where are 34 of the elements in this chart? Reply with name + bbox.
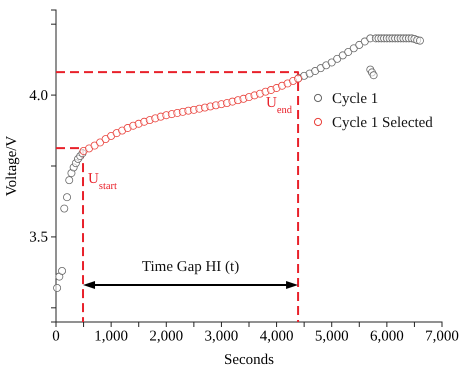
point: [58, 266, 66, 275]
point: [63, 193, 71, 202]
x-tick-label: 5,000: [314, 328, 349, 345]
x-tick-label: 3,000: [204, 328, 238, 345]
x-tick-label: 2,000: [149, 328, 184, 345]
point: [360, 38, 369, 46]
legend-label: Cycle 1: [332, 91, 378, 107]
point: [344, 48, 352, 56]
point: [60, 204, 68, 213]
legend-label: Cycle 1 Selected: [332, 115, 434, 131]
x-tick-label: 4,000: [260, 328, 294, 345]
x-tick-label: 1,000: [94, 328, 128, 345]
y-tick-label: 3.5: [29, 230, 48, 246]
point: [416, 36, 424, 45]
point: [328, 58, 336, 66]
x-tick-label: 6,000: [370, 328, 404, 345]
x-tick-label: 7,000: [425, 328, 459, 345]
point: [338, 51, 347, 60]
point: [333, 54, 342, 63]
point: [96, 138, 104, 146]
point: [350, 44, 358, 52]
point: [102, 135, 110, 144]
x-axis-title: Seconds: [224, 352, 274, 368]
point: [355, 40, 364, 49]
annotation: U$_{end}$: [266, 95, 293, 116]
annotation: Time Gap HI (t): [142, 259, 240, 275]
point: [65, 176, 74, 184]
point: [90, 142, 99, 150]
annotation: U$_{start}$: [88, 171, 118, 192]
x-tick-label: 0: [52, 328, 60, 345]
y-tick-label: 4.0: [29, 88, 48, 104]
point: [370, 71, 378, 80]
point: [53, 284, 62, 292]
y-axis-title: Voltage/V: [4, 136, 20, 196]
